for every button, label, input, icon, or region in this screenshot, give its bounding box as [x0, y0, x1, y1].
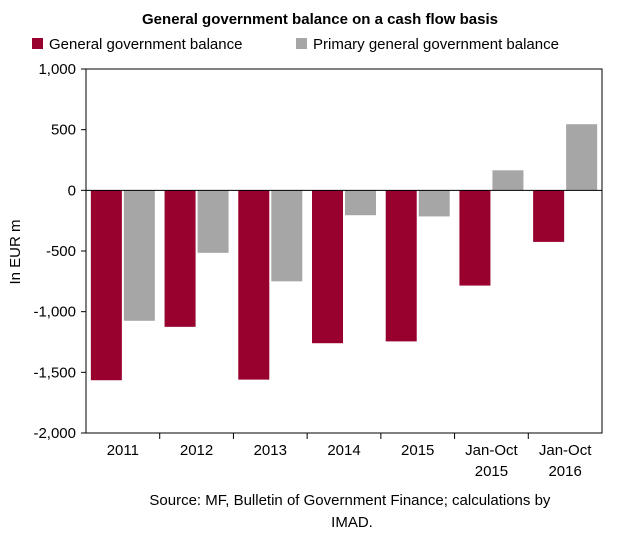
bar-general-balance [459, 190, 491, 286]
legend: General government balance Primary gener… [32, 36, 559, 53]
bar-primary-balance [566, 124, 598, 191]
bar-primary-balance [418, 190, 450, 217]
legend-swatch-general-balance [32, 38, 43, 49]
legend-label-primary-balance: Primary general government balance [313, 36, 559, 53]
bar-general-balance [164, 190, 196, 327]
bar-primary-balance [271, 190, 303, 282]
bar-primary-balance [492, 170, 524, 191]
bar-primary-balance [197, 190, 229, 253]
y-tick-label: -1,500 [33, 364, 76, 381]
legend-label-general-balance: General government balance [49, 36, 242, 53]
y-axis-label: In EUR m [7, 219, 24, 284]
bar-general-balance [312, 190, 343, 344]
y-tick-label: 500 [51, 122, 76, 139]
x-tick-label: 2014 [327, 442, 360, 459]
source-note: Source: MF, Bulletin of Government Finan… [149, 492, 554, 531]
chart-title: General government balance on a cash flo… [142, 11, 498, 28]
y-tick-label: 0 [68, 182, 76, 199]
y-tick-label: 1,000 [38, 61, 76, 78]
bar-general-balance [90, 190, 122, 381]
bar-general-balance [533, 190, 565, 242]
y-axis: 1,000 500 0 -500 -1,000 -1,500 -2,000 [33, 61, 86, 442]
bar-primary-balance [123, 190, 155, 321]
y-tick-label: -500 [46, 243, 76, 260]
x-tick-label: Jan-Oct [465, 442, 518, 459]
bar-primary-balance [345, 190, 376, 216]
x-tick-label: 2011 [107, 442, 139, 459]
y-tick-label: -2,000 [33, 425, 76, 442]
legend-item-general-balance: General government balance [32, 36, 242, 53]
x-tick-label: 2012 [180, 442, 213, 459]
x-tick-label: Jan-Oct [539, 442, 592, 459]
y-tick-label: -1,000 [33, 304, 76, 321]
x-tick-label: 2016 [548, 463, 581, 480]
bar-general-balance [238, 190, 270, 380]
x-tick-label: 2015 [401, 442, 434, 459]
source-line-2: IMAD. [331, 514, 373, 531]
x-tick-label: 2013 [254, 442, 287, 459]
legend-item-primary-balance: Primary general government balance [296, 36, 559, 53]
plot-area [85, 68, 603, 434]
bars [90, 124, 598, 381]
bar-general-balance [385, 190, 417, 342]
source-line-1: Source: MF, Bulletin of Government Finan… [149, 492, 551, 509]
x-axis: 2011 2012 2013 2014 2015 Jan-Oct 2015 Jan-Oct 20… [107, 433, 592, 480]
x-tick-label: 2015 [475, 463, 508, 480]
legend-swatch-primary-balance [296, 38, 307, 49]
